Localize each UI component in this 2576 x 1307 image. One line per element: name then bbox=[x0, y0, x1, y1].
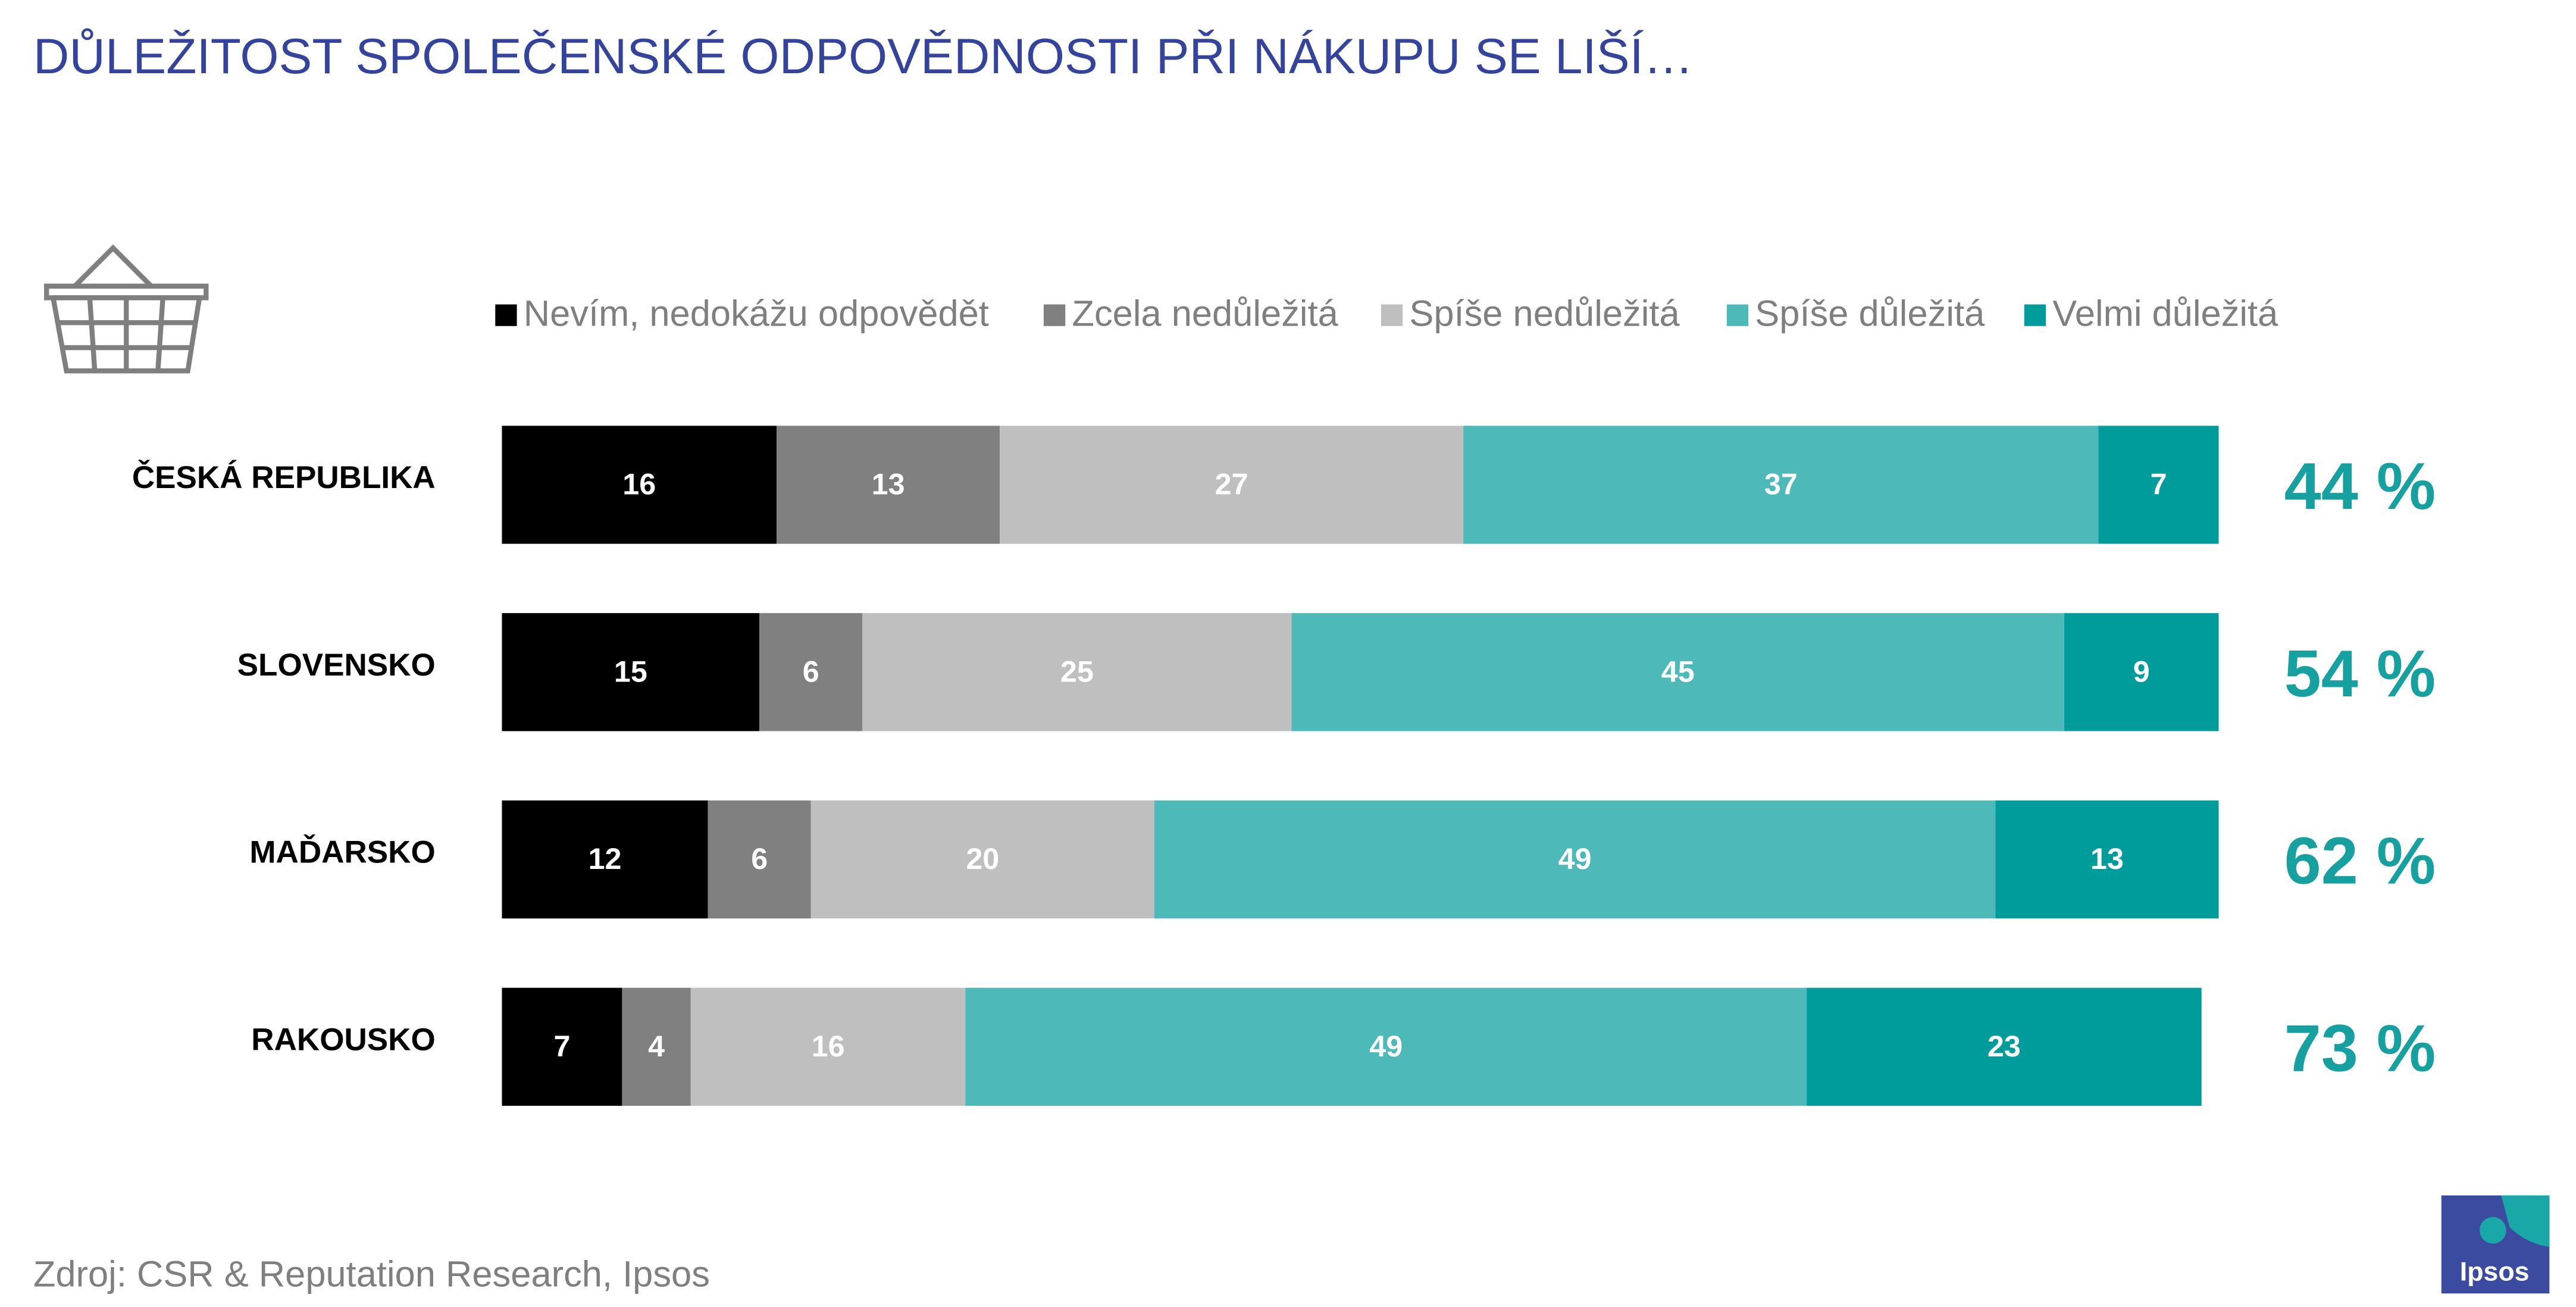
value-label: 4 bbox=[648, 1029, 665, 1063]
legend-label: Velmi důležitá bbox=[2052, 293, 2278, 334]
value-label: 15 bbox=[614, 654, 647, 688]
bar-segment bbox=[1000, 426, 1464, 544]
logo-accent bbox=[2501, 1195, 2550, 1247]
legend-label: Spíše nedůležitá bbox=[1409, 293, 1680, 334]
total-label: 62 % bbox=[2284, 824, 2436, 898]
logo-head bbox=[2480, 1217, 2506, 1244]
legend-swatch bbox=[495, 304, 517, 326]
value-label: 37 bbox=[1764, 467, 1798, 501]
value-label: 25 bbox=[1060, 654, 1094, 688]
source: Zdroj: CSR & Reputation Research, Ipsos bbox=[33, 1254, 710, 1295]
bar-segment bbox=[2064, 613, 2219, 731]
category-label: SLOVENSKO bbox=[237, 648, 436, 683]
bar-segment bbox=[1995, 800, 2219, 919]
bar-segment bbox=[708, 800, 811, 919]
value-label: 6 bbox=[803, 654, 819, 688]
bar-segment bbox=[2098, 426, 2219, 544]
bar-segment bbox=[502, 426, 777, 544]
category-label: ČESKÁ REPUBLIKA bbox=[132, 459, 436, 495]
bar-segment bbox=[690, 987, 966, 1106]
category-label: RAKOUSKO bbox=[251, 1022, 435, 1057]
legend-swatch bbox=[2024, 304, 2046, 326]
bar-segment bbox=[1463, 426, 2099, 544]
value-label: 49 bbox=[1369, 1029, 1403, 1063]
legend-label: Nevím, nedokážu odpovědět bbox=[524, 293, 989, 334]
total-label: 54 % bbox=[2284, 636, 2436, 711]
bar-segment bbox=[965, 987, 1807, 1106]
value-label: 12 bbox=[589, 842, 622, 875]
bar-segment bbox=[862, 613, 1292, 731]
value-label: 6 bbox=[751, 842, 768, 875]
legend-swatch bbox=[1381, 304, 1403, 326]
bar-segment bbox=[759, 613, 863, 731]
value-label: 27 bbox=[1215, 467, 1248, 501]
value-label: 16 bbox=[812, 1029, 845, 1063]
basket-icon bbox=[44, 244, 209, 374]
value-label: 45 bbox=[1661, 654, 1695, 688]
bar-segment bbox=[810, 800, 1154, 919]
value-label: 7 bbox=[553, 1029, 570, 1063]
bar-segment bbox=[502, 987, 622, 1106]
category-label: MAĎARSKO bbox=[249, 834, 435, 870]
value-label: 20 bbox=[966, 842, 999, 875]
logo-text: Ipsos bbox=[2460, 1258, 2530, 1287]
bar-segment bbox=[1291, 613, 2064, 731]
value-label: 13 bbox=[872, 467, 905, 501]
value-label: 13 bbox=[2090, 842, 2124, 875]
legend-label: Spíše důležitá bbox=[1755, 293, 1985, 334]
value-label: 7 bbox=[2151, 467, 2167, 501]
value-label: 16 bbox=[622, 467, 656, 501]
value-label: 23 bbox=[1987, 1029, 2021, 1063]
bar-segment bbox=[1154, 800, 1996, 919]
legend-label: Zcela nedůležitá bbox=[1072, 293, 1338, 334]
total-label: 44 % bbox=[2284, 449, 2436, 523]
bar-segment bbox=[502, 800, 708, 919]
value-label: 9 bbox=[2133, 654, 2150, 688]
logo: Ipsos bbox=[2441, 1195, 2550, 1294]
legend-swatch bbox=[1726, 304, 1749, 326]
bar-segment bbox=[502, 613, 760, 731]
bar-segment bbox=[1807, 987, 2202, 1106]
total-label: 73 % bbox=[2284, 1011, 2436, 1085]
bar-segment bbox=[777, 426, 1000, 544]
chart-title: DŮLEŽITOST SPOLEČENSKÉ ODPOVĚDNOSTI PŘI … bbox=[33, 27, 1694, 84]
bar-segment bbox=[622, 987, 691, 1106]
value-label: 49 bbox=[1558, 842, 1592, 875]
legend-swatch bbox=[1043, 304, 1066, 326]
